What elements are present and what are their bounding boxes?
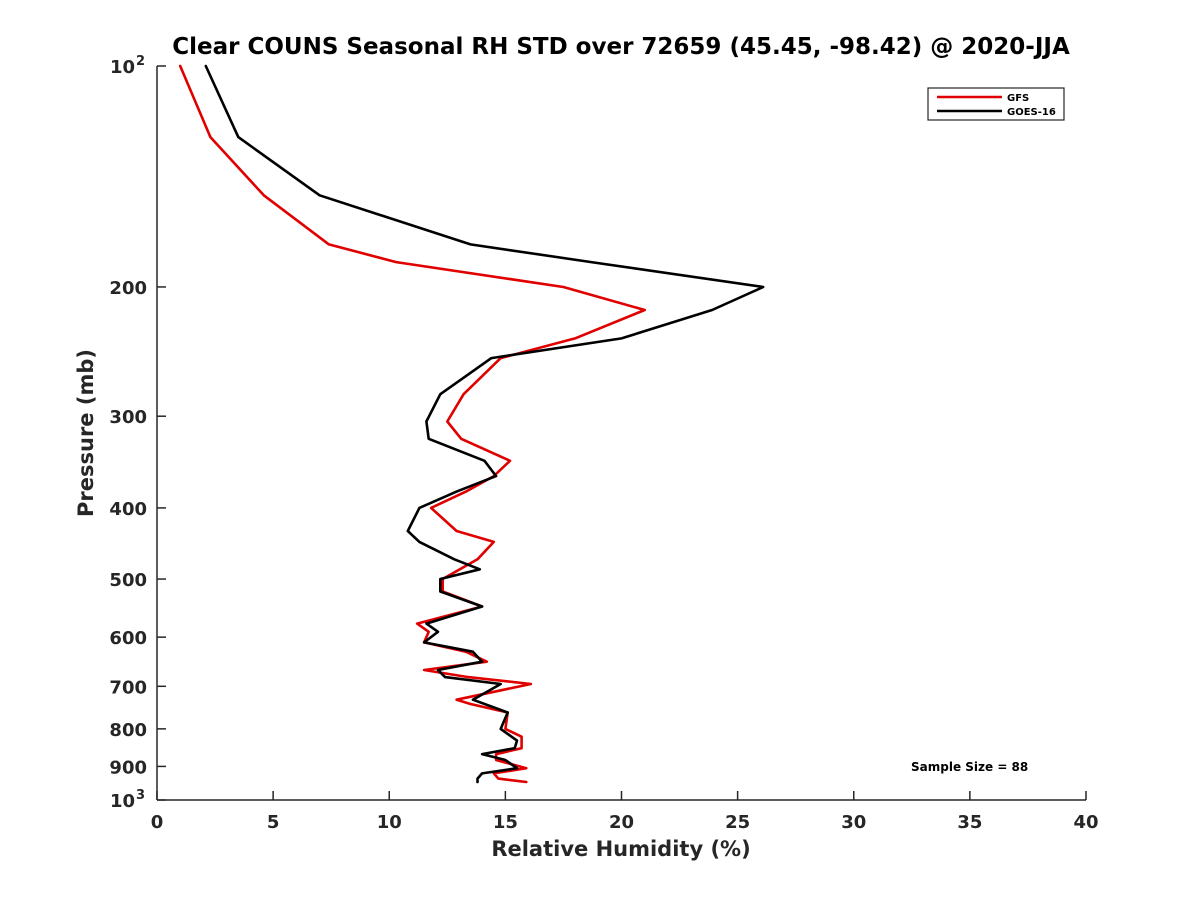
sample-size-annotation: Sample Size = 88 — [911, 760, 1028, 774]
y-tick-label-200: 200 — [109, 278, 147, 299]
x-tick-label-25: 25 — [725, 812, 750, 833]
y-axis-label: Pressure (mb) — [74, 349, 98, 517]
y-tick-label-900: 900 — [109, 757, 147, 778]
y-tick-label-700: 700 — [109, 677, 147, 698]
series-line-goes-16 — [204, 64, 765, 784]
legend-label-goes-16: GOES-16 — [1007, 107, 1056, 118]
y-tick-label-100: 10 — [110, 57, 135, 78]
x-axis-label: Relative Humidity (%) — [491, 837, 750, 861]
x-ticks: 0 5 10 15 20 25 30 35 40 — [151, 791, 1099, 833]
x-tick-label-30: 30 — [841, 812, 866, 833]
x-tick-label-40: 40 — [1073, 812, 1098, 833]
y-tick-exponent-100: 2 — [136, 54, 145, 69]
series-layer — [178, 64, 765, 784]
x-tick-label-10: 10 — [377, 812, 402, 833]
x-tick-label-0: 0 — [151, 812, 164, 833]
y-tick-label-400: 400 — [109, 499, 147, 520]
y-tick-label-300: 300 — [109, 407, 147, 428]
chart-title: Clear COUNS Seasonal RH STD over 72659 (… — [172, 34, 1070, 60]
y-tick-exponent-1000: 3 — [136, 788, 145, 803]
y-tick-label-500: 500 — [109, 570, 147, 591]
x-tick-label-5: 5 — [267, 812, 280, 833]
legend-box — [927, 87, 1065, 121]
x-tick-label-15: 15 — [493, 812, 518, 833]
legend: GFS GOES-16 — [927, 87, 1065, 121]
y-tick-label-800: 800 — [109, 720, 147, 741]
y-tick-label-1000: 10 — [110, 791, 135, 812]
legend-label-gfs: GFS — [1007, 93, 1029, 104]
x-tick-label-20: 20 — [609, 812, 634, 833]
x-tick-label-35: 35 — [957, 812, 982, 833]
y-tick-label-600: 600 — [109, 628, 147, 649]
